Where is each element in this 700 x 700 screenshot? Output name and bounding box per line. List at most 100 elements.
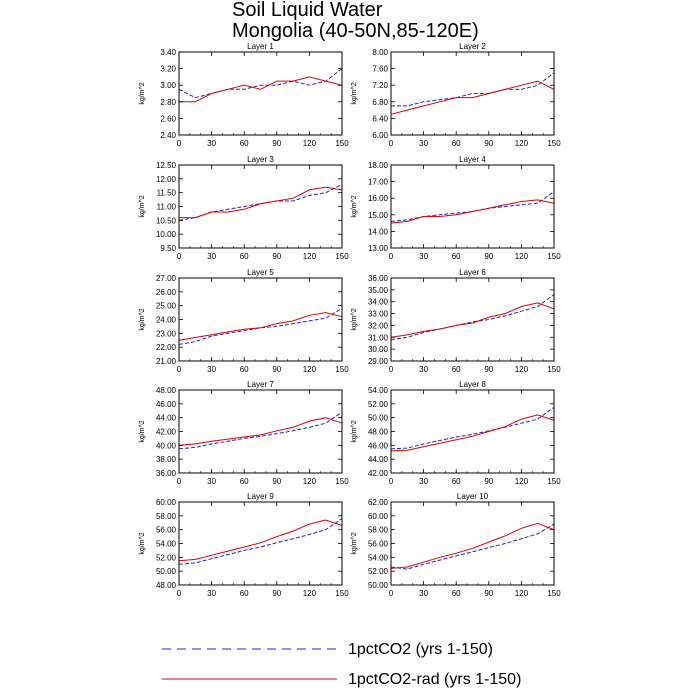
x-tick-label: 90 [484, 252, 493, 261]
panel-title: Layer 8 [459, 380, 486, 389]
y-axis-label: kg/m^2 [139, 532, 146, 554]
series-1pctco2-rad-line [179, 76, 343, 103]
y-tick-label: 38.00 [156, 455, 177, 464]
x-tick-label: 30 [419, 252, 428, 261]
panel-layer-7: Layer 7 kg/m^2 0 30 60 90 120 150 36.00 38.00 40.0… [139, 380, 349, 486]
x-tick-label: 30 [207, 477, 216, 486]
y-tick-label: 40.00 [156, 441, 177, 450]
plot-frame [390, 277, 555, 362]
y-tick-label: 12.50 [156, 161, 177, 170]
legend-label-1pctco2: 1pctCO2 (yrs 1-150) [348, 641, 493, 658]
panel-title: Layer 2 [459, 42, 486, 51]
panel-layer-3: Layer 3 kg/m^2 0 30 60 90 120 150 9.50 10.00 10.50… [139, 155, 349, 261]
x-tick-label: 120 [515, 365, 529, 374]
y-tick-label: 21.00 [156, 357, 177, 366]
y-tick-label: 36.00 [368, 274, 389, 283]
series-1pctco2-line [178, 307, 343, 345]
y-tick-label: 8.00 [372, 48, 388, 57]
x-tick-label: 30 [207, 252, 216, 261]
panel-layer-10: Layer 10 kg/m^2 0 30 60 90 120 150 50.00 52.00 54.… [351, 492, 561, 598]
y-tick-label: 33.00 [368, 310, 389, 319]
y-tick-label: 10.50 [156, 216, 177, 225]
plot-frame [390, 51, 555, 136]
y-tick-label: 9.50 [160, 244, 176, 253]
y-tick-label: 56.00 [156, 526, 177, 535]
plot-frame [178, 389, 343, 474]
y-tick-label: 16.00 [368, 194, 389, 203]
y-tick-label: 32.00 [368, 321, 389, 330]
x-tick-label: 60 [240, 477, 249, 486]
panel-title: Layer 9 [247, 492, 274, 501]
panel-layer-8: Layer 8 kg/m^2 0 30 60 90 120 150 42.00 44.00 46.0… [351, 380, 561, 486]
series-1pctco2-rad-line [390, 414, 555, 452]
y-tick-label: 54.00 [368, 553, 389, 562]
y-tick-label: 44.00 [156, 414, 177, 423]
x-tick-label: 120 [515, 477, 529, 486]
legend-label-1pctco2-rad: 1pctCO2-rad (yrs 1-150) [348, 671, 521, 688]
y-tick-label: 3.00 [160, 81, 176, 90]
y-tick-label: 52.00 [368, 567, 389, 576]
y-tick-label: 29.00 [368, 357, 389, 366]
x-tick-label: 90 [484, 139, 493, 148]
y-tick-label: 15.00 [368, 211, 389, 220]
plot-frame [390, 164, 555, 249]
y-tick-label: 22.00 [156, 343, 177, 352]
y-tick-label: 3.20 [160, 65, 176, 74]
x-tick-label: 150 [335, 365, 349, 374]
x-tick-label: 60 [240, 252, 249, 261]
y-tick-label: 46.00 [156, 400, 177, 409]
y-tick-label: 23.00 [156, 329, 177, 338]
y-tick-label: 2.40 [160, 131, 176, 140]
y-tick-label: 27.00 [156, 274, 177, 283]
y-tick-label: 60.00 [368, 512, 389, 521]
y-tick-label: 46.00 [368, 441, 389, 450]
y-tick-label: 52.00 [156, 553, 177, 562]
panel-title: Layer 7 [247, 380, 274, 389]
series-1pctco2-rad-line [178, 312, 343, 341]
y-tick-label: 54.00 [156, 540, 177, 549]
y-tick-label: 11.50 [157, 189, 177, 198]
y-tick-label: 31.00 [368, 333, 389, 342]
chart-title-line2: Mongolia (40-50N,85-120E) [232, 20, 479, 42]
x-tick-label: 90 [272, 252, 281, 261]
y-tick-label: 35.00 [368, 286, 389, 295]
y-tick-label: 12.00 [156, 175, 177, 184]
y-tick-label: 26.00 [156, 288, 177, 297]
panel-layer-1: Layer 1 kg/m^2 0 30 60 90 120 150 2.40 2.60 2.80 3.… [139, 42, 349, 148]
y-tick-label: 44.00 [368, 455, 389, 464]
y-tick-label: 7.60 [372, 65, 388, 74]
series-1pctco2-rad-line [390, 80, 555, 115]
series-1pctco2-line [178, 518, 343, 565]
panel-layer-4: Layer 4 kg/m^2 0 30 60 90 120 150 13.00 14.00 15.0… [351, 155, 561, 261]
y-axis-label: kg/m^2 [351, 308, 358, 330]
series-1pctco2-line [390, 406, 555, 450]
panel-layer-5: Layer 5 kg/m^2 0 30 60 90 120 150 21.00 22.00 23.0… [139, 268, 349, 374]
y-axis-label: kg/m^2 [351, 532, 358, 554]
panel-title: Layer 4 [459, 155, 486, 164]
y-axis-label: kg/m^2 [139, 308, 146, 330]
y-tick-label: 60.00 [156, 498, 177, 507]
series-1pctco2-rad-line [178, 417, 343, 446]
x-tick-label: 150 [335, 477, 349, 486]
x-tick-label: 30 [419, 477, 428, 486]
panel-title: Layer 10 [457, 492, 489, 501]
x-tick-label: 30 [207, 365, 216, 374]
y-tick-label: 42.00 [156, 428, 177, 437]
x-tick-label: 60 [240, 589, 249, 598]
y-tick-label: 54.00 [368, 386, 389, 395]
x-tick-label: 0 [177, 477, 182, 486]
y-tick-label: 6.80 [372, 98, 388, 107]
y-tick-label: 10.00 [156, 230, 177, 239]
series-1pctco2-line [391, 72, 555, 107]
x-tick-label: 150 [547, 139, 561, 148]
y-tick-label: 2.80 [160, 98, 176, 107]
x-tick-label: 90 [272, 477, 281, 486]
x-tick-label: 150 [547, 589, 561, 598]
x-tick-label: 60 [452, 589, 461, 598]
chart-panels: Layer 1 kg/m^2 0 30 60 90 120 150 2.40 2.60 2.80 3.… [139, 42, 561, 598]
y-tick-label: 50.00 [368, 414, 389, 423]
x-tick-label: 150 [547, 252, 561, 261]
y-tick-label: 14.00 [368, 227, 389, 236]
x-tick-label: 0 [389, 589, 394, 598]
y-axis-label: kg/m^2 [139, 195, 146, 217]
